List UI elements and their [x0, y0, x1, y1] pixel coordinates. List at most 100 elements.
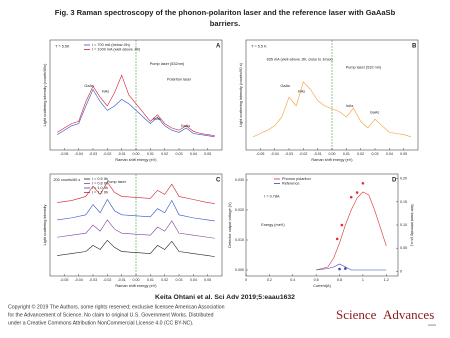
series-line: [57, 239, 215, 257]
x-tick-label: 0.05: [204, 278, 211, 282]
series-line: [57, 88, 215, 138]
annotation: I = 0.78A: [264, 194, 280, 198]
annotation: GaAs: [370, 111, 380, 115]
y-axis-label: Light scattering intensity: [43, 205, 47, 246]
annotation: GaAs: [84, 84, 94, 88]
annotation: InAs: [298, 90, 306, 94]
copyright: under a Creative Commons Attribution Non…: [8, 320, 193, 326]
x-tick-label: 0.04: [386, 152, 393, 156]
y2-tick-label: 0.20: [400, 177, 407, 181]
x-tick-label: 0.00: [133, 152, 140, 156]
annotation: 835 mA (well-above Jth, close to Jmax): [267, 57, 334, 61]
x-tick-label: -0.05: [60, 278, 68, 282]
data-point: [338, 267, 341, 271]
x-tick-label: 0.01: [147, 278, 154, 282]
annotation: T = 5.5 K: [251, 45, 267, 49]
x-tick-label: -0.02: [103, 278, 111, 282]
legend-label: I = 0.5 Ith: [92, 177, 108, 181]
citation: Keita Ohtani et al. Sci Adv 2019;5:eaau1…: [155, 294, 295, 301]
y2-tick-label: 0: [400, 269, 402, 273]
logo-advances: Advances: [383, 307, 434, 322]
x-tick-label: -0.03: [285, 152, 293, 156]
x-tick-label: -0.01: [118, 278, 126, 282]
y-tick-label: 0.000: [235, 268, 244, 272]
x-tick-label: 0.03: [372, 152, 379, 156]
panel-label: D: [392, 178, 397, 184]
x-tick-label: -0.04: [75, 278, 83, 282]
x-tick-label: 0.02: [161, 152, 168, 156]
x-tick-label: 0.03: [176, 152, 183, 156]
series-line: [57, 219, 215, 239]
copyright: for the Advancement of Science. No claim…: [8, 312, 214, 318]
x-tick-label: -0.04: [75, 152, 83, 156]
logo-science: Science: [336, 307, 377, 322]
y2-axis-label: Side band intensity (a.u.): [410, 204, 414, 247]
title: barriers.: [210, 19, 240, 28]
legend-label: Phonon polariton: [282, 177, 311, 181]
x-tick-label: 0.6: [314, 278, 319, 282]
x-tick-label: -0.02: [103, 152, 111, 156]
copyright: Copyright © 2019 The Authors, some right…: [8, 303, 225, 310]
x-tick-label: 0.04: [190, 278, 197, 282]
legend-label: I = 1000 mA (well-above Jth): [92, 48, 141, 52]
x-tick-label: 0.2: [267, 278, 272, 282]
panel-label: C: [216, 178, 221, 184]
x-tick-label: -0.05: [256, 152, 264, 156]
x-tick-label: -0.01: [118, 152, 126, 156]
x-tick-label: 1.2: [384, 278, 389, 282]
data-point: [355, 191, 359, 194]
data-point: [361, 181, 365, 185]
data-point: [335, 237, 339, 241]
annotation: T = 5.5K: [55, 45, 70, 49]
data-point: [340, 223, 344, 227]
legend-label: I = 1.2 Ith: [92, 191, 108, 195]
y-axis-label: Light scattering intensity (counts/60 s): [239, 62, 243, 126]
x-axis-label: Current(A): [313, 284, 331, 288]
legend-label: Reference: [282, 182, 300, 186]
annotation: 200 counts/60 s: [53, 178, 80, 182]
y-axis-label: Detector output voltage (V): [228, 202, 232, 248]
panel-label: A: [216, 44, 221, 50]
x-tick-label: -0.03: [89, 278, 97, 282]
series-line: [316, 191, 387, 271]
x-tick-label: 0.05: [204, 152, 211, 156]
data-point: [349, 195, 353, 199]
annotation: InAs: [102, 90, 110, 94]
y-axis-label: Light scattering intensity (counts/60s): [43, 63, 47, 126]
series-line: [253, 81, 411, 138]
x-tick-label: -0.04: [271, 152, 279, 156]
x-tick-label: 0.02: [357, 152, 364, 156]
y-tick-label: 0.010: [235, 238, 244, 242]
y2-tick-label: 0.10: [400, 223, 407, 227]
data-point: [344, 267, 347, 270]
x-axis-label: Raman shift energy (eV): [311, 158, 353, 162]
annotation: GaAs: [181, 124, 191, 128]
x-tick-label: 0.01: [147, 152, 154, 156]
y-tick-label: 0.030: [235, 178, 244, 182]
x-tick-label: 0: [245, 278, 247, 282]
x-tick-label: 0.00: [329, 152, 336, 156]
x-tick-label: 0.00: [133, 278, 140, 282]
panel-label: B: [412, 44, 417, 50]
annotation: InAs: [346, 104, 354, 108]
annotation: Energy (meV): [261, 223, 285, 227]
series-line: [57, 181, 215, 204]
annotation: InAs: [153, 117, 161, 121]
x-tick-label: -0.01: [314, 152, 322, 156]
y2-tick-label: 0.05: [400, 246, 407, 250]
y-tick-label: 0.020: [235, 208, 244, 212]
series-line: [316, 263, 387, 271]
annotation: Polariton laser: [167, 78, 192, 82]
legend-label: I = 700 mA (below Jth): [92, 43, 131, 47]
y2-tick-label: 0.15: [400, 200, 407, 204]
x-tick-label: -0.05: [60, 152, 68, 156]
annotation: Pump laser: [107, 180, 127, 184]
legend-label: I = 1.0 Ith: [92, 186, 108, 190]
x-tick-label: 0.8: [337, 278, 342, 282]
annotation: Pump laser (532nm): [150, 62, 185, 66]
series-line: [57, 74, 215, 136]
x-tick-label: -0.02: [299, 152, 307, 156]
x-tick-label: 0.04: [190, 152, 197, 156]
logo-aaas: AAAS: [428, 323, 436, 327]
